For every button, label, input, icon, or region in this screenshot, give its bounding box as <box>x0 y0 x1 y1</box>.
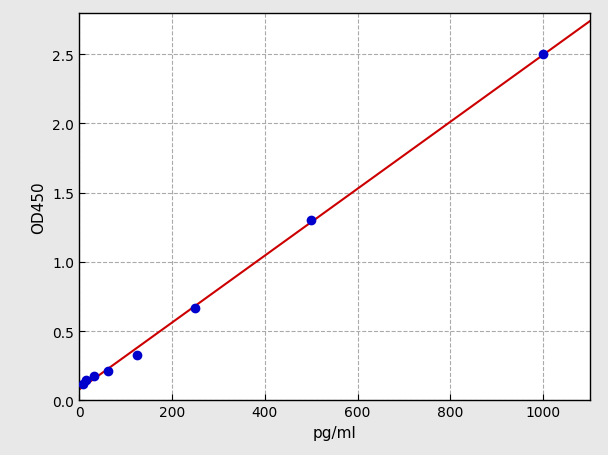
Point <box>190 304 200 312</box>
Point <box>306 217 316 224</box>
Point <box>78 381 88 388</box>
Point <box>89 373 98 380</box>
X-axis label: pg/ml: pg/ml <box>313 425 356 440</box>
Y-axis label: OD450: OD450 <box>32 181 47 233</box>
Point <box>132 352 142 359</box>
Point <box>103 368 113 375</box>
Point <box>539 51 548 59</box>
Point <box>81 377 91 384</box>
